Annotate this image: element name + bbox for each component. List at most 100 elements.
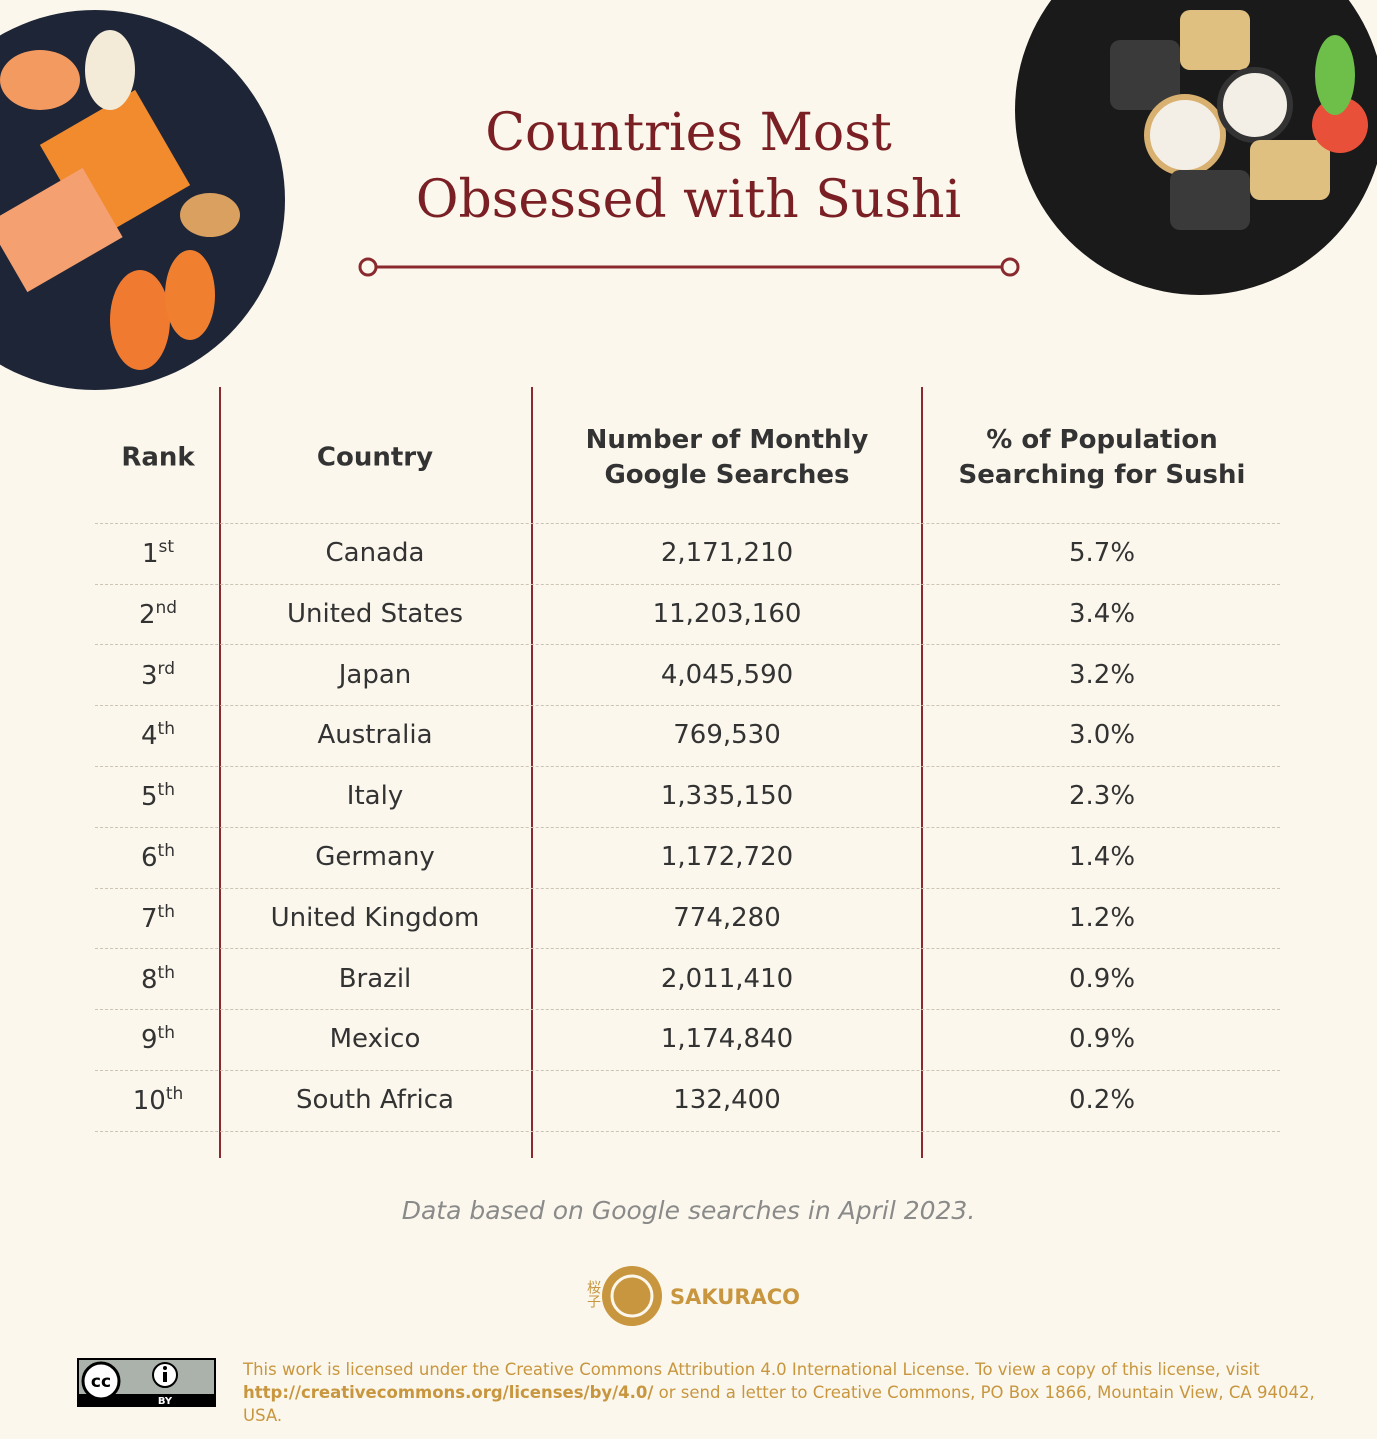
cell: Australia: [317, 720, 433, 751]
column-divider: [531, 387, 533, 1158]
rank-number: 6: [141, 842, 158, 873]
column-header: Rank: [121, 442, 195, 473]
cell: Mexico: [329, 1024, 421, 1055]
header-line: % of Population: [986, 425, 1218, 455]
cell: 2.3%: [1068, 781, 1136, 812]
title-line: Obsessed with Sushi: [415, 170, 962, 230]
logo-name: SAKURACO: [670, 1285, 800, 1309]
row-separator: [95, 887, 1280, 889]
logo-kanji: 桜子: [585, 1280, 601, 1308]
cell: 11,203,160: [652, 598, 802, 629]
column-header: Number of Monthly Google Searches: [586, 423, 869, 493]
row-separator: [95, 1069, 1280, 1071]
rank-suffix: th: [157, 780, 175, 801]
rank-number: 7: [141, 903, 158, 934]
cc-by: BY: [158, 1396, 173, 1407]
row-separator: [95, 583, 1280, 585]
cc-badge: cc BY: [77, 1358, 216, 1407]
column-divider: [921, 387, 923, 1158]
header-line: Number of Monthly: [585, 425, 869, 455]
cell: Japan: [338, 659, 412, 690]
cell: 774,280: [673, 902, 781, 933]
column-divider: [219, 387, 221, 1158]
rank-suffix: nd: [155, 597, 178, 618]
rank-cell: 6th: [141, 841, 175, 873]
cell: Canada: [325, 538, 425, 568]
rank-number: 9: [141, 1025, 158, 1056]
header-line: Google Searches: [604, 460, 850, 490]
cell: Germany: [315, 842, 435, 872]
rank-number: 1: [141, 538, 159, 569]
rank-suffix: th: [157, 1023, 175, 1044]
cell: South Africa: [296, 1085, 454, 1116]
row-separator: [95, 948, 1280, 950]
rank-number: 10: [132, 1086, 166, 1117]
rank-cell: 1st: [142, 537, 174, 569]
rank-suffix: th: [157, 962, 175, 983]
cell: United Kingdom: [270, 902, 480, 933]
cell: Brazil: [338, 963, 412, 994]
cell: 1,174,840: [660, 1024, 794, 1055]
cell: 3.2%: [1068, 659, 1136, 690]
decorations: [0, 0, 1377, 390]
row-separator: [95, 826, 1280, 828]
rank-suffix: th: [157, 719, 175, 740]
rank-suffix: th: [157, 901, 175, 922]
logo-mark: [610, 1274, 654, 1318]
rank-number: 3: [140, 660, 158, 691]
cell: 5.7%: [1068, 538, 1136, 568]
cell: 0.9%: [1068, 1024, 1136, 1055]
rank-cell: 10th: [133, 1084, 184, 1116]
sushi-left: [0, 30, 240, 370]
rank-suffix: rd: [157, 658, 176, 679]
cell: 1,335,150: [660, 781, 794, 812]
rank-cell: 7th: [141, 902, 175, 934]
title-line: Countries Most: [485, 103, 892, 163]
row-separator: [95, 705, 1280, 707]
row-separator: [95, 1130, 1280, 1132]
rank-cell: 2nd: [139, 598, 177, 630]
row-separator: [95, 1009, 1280, 1011]
cell: 2,171,210: [660, 538, 794, 568]
divider-end: [358, 257, 378, 277]
license-text: or send a letter to Creative Commons, PO…: [243, 1383, 1315, 1425]
rank-suffix: st: [158, 537, 175, 558]
rank-suffix: th: [165, 1084, 184, 1105]
rank-number: 5: [141, 782, 158, 813]
footnote: Data based on Google searches in April 2…: [401, 1196, 976, 1225]
cell: 1.2%: [1068, 902, 1136, 933]
row-separator: [95, 523, 1280, 524]
cell: 3.0%: [1068, 720, 1136, 751]
rank-number: 8: [141, 964, 158, 995]
row-separator: [95, 765, 1280, 767]
row-separator: [95, 644, 1280, 646]
rank-suffix: th: [157, 841, 175, 862]
cell: 1,172,720: [660, 842, 794, 872]
cell: United States: [286, 598, 464, 629]
rank-cell: 5th: [141, 780, 175, 812]
column-header: % of Population Searching for Sushi: [959, 423, 1246, 493]
cell: 3.4%: [1068, 598, 1136, 629]
cell: 0.2%: [1068, 1085, 1136, 1116]
rank-cell: 3rd: [141, 659, 175, 691]
cell: Italy: [346, 781, 404, 812]
rank-cell: 4th: [141, 720, 175, 752]
logo: 桜子 SAKURACO: [585, 1266, 800, 1326]
cell: 1.4%: [1068, 842, 1136, 872]
header-line: Searching for Sushi: [958, 460, 1246, 490]
divider-end: [1000, 257, 1020, 277]
license: This work is licensed under the Creative…: [243, 1358, 1353, 1427]
rank-cell: 9th: [141, 1024, 175, 1056]
rank-cell: 8th: [141, 963, 175, 995]
rank-number: 4: [141, 721, 158, 752]
cell: 769,530: [673, 720, 781, 751]
sushi-right: [1110, 10, 1368, 230]
cell: 2,011,410: [660, 963, 794, 994]
cell: 0.9%: [1068, 963, 1136, 994]
rank-number: 2: [138, 599, 156, 630]
column-header: Country: [316, 442, 434, 473]
cell: 4,045,590: [660, 659, 794, 690]
license-link[interactable]: http://creativecommons.org/licenses/by/4…: [243, 1383, 654, 1402]
license-text: This work is licensed under the Creative…: [243, 1360, 1260, 1379]
